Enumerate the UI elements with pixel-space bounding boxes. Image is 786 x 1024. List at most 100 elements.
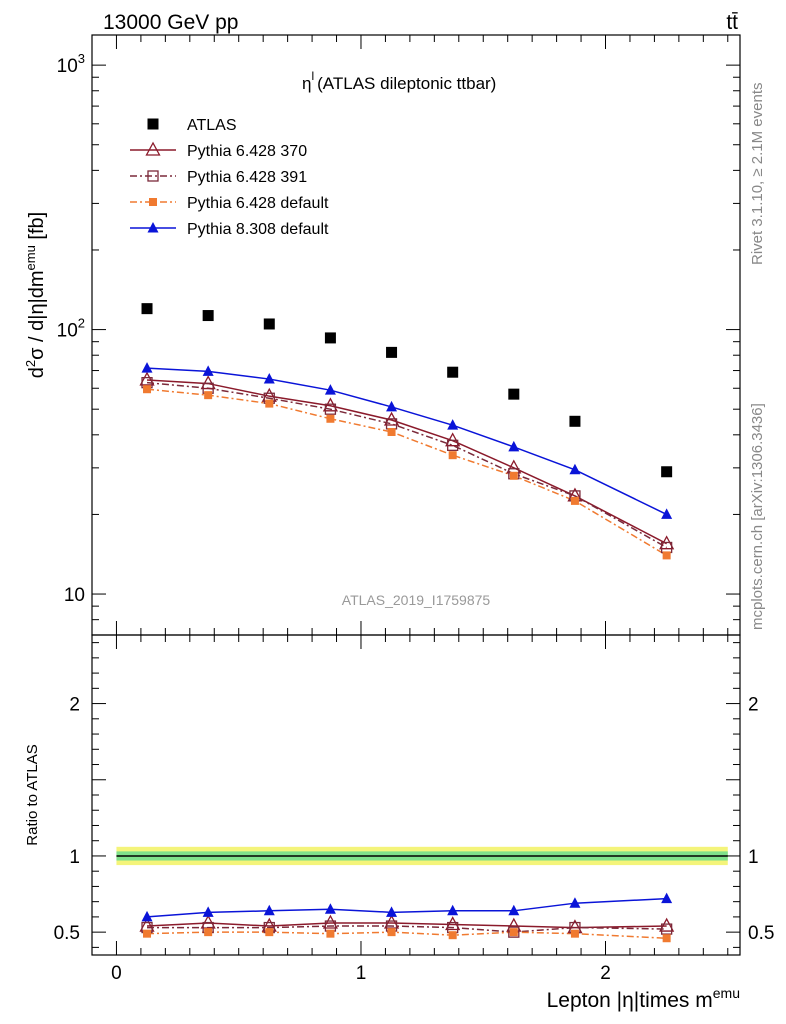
ratio-data-point — [143, 929, 152, 938]
data-point — [200, 375, 216, 390]
data-point — [447, 439, 459, 451]
ratio-data-point — [202, 906, 214, 917]
data-point — [569, 415, 581, 427]
main-title: ηl (ATLAS dileptonic ttbar) — [302, 69, 496, 93]
series-line — [146, 388, 668, 557]
ratio-y-tick-label: 2 — [69, 695, 80, 716]
main-series-lines — [146, 367, 668, 557]
ratio-y-tick-label: 1 — [69, 847, 80, 868]
series-line — [146, 381, 668, 549]
legend-label: Pythia 8.308 default — [187, 221, 329, 238]
main-y-tick-label: 103 — [57, 51, 85, 77]
data-point — [263, 373, 275, 384]
data-point — [447, 366, 459, 378]
ratio-data-point — [387, 928, 396, 937]
analysis-id-label: ATLAS_2019_I1759875 — [342, 592, 491, 608]
main-title-eta: η — [302, 74, 311, 93]
data-point — [386, 400, 398, 412]
ratio-data-point — [326, 929, 335, 938]
data-point — [570, 496, 579, 505]
ratio-data-point — [508, 926, 520, 938]
ratio-data-point — [509, 928, 518, 937]
ratio-y-tick-label: 0.5 — [54, 923, 80, 944]
ratio-data-point — [204, 928, 213, 937]
ratio-uncertainty-band — [116, 846, 728, 866]
data-point — [508, 388, 520, 400]
main-title-rest: (ATLAS dileptonic ttbar) — [317, 74, 496, 93]
legend-label: Pythia 6.428 370 — [187, 143, 307, 160]
data-point — [202, 365, 214, 376]
x-tick-label: 0 — [111, 963, 122, 984]
data-point — [661, 508, 673, 519]
ratio-series-line — [147, 931, 667, 939]
ratio-data-point — [448, 931, 457, 940]
series-line — [146, 379, 667, 545]
ratio-series-line — [147, 925, 667, 933]
ratio-y-axis-label: Ratio to ATLAS — [24, 744, 41, 845]
ratio-y-tick-label-right: 1 — [748, 847, 759, 868]
ratio-series-markers — [139, 892, 675, 943]
energy-label: 13000 GeV pp — [103, 11, 238, 34]
x-axis-label: Lepton |η|times memu — [547, 985, 740, 1012]
ratio-data-point — [141, 910, 153, 922]
ratio-data-point — [508, 904, 520, 916]
main-y-tick-label: 10 — [64, 585, 85, 606]
ratio-axis-ticks: 0.5 0.5 1 1 2 2 0 1 2 — [54, 635, 774, 984]
ratio-series-line — [146, 922, 667, 929]
ratio-data-point — [660, 923, 673, 935]
data-point — [569, 463, 581, 475]
ratio-data-point — [661, 892, 673, 904]
data-point — [448, 451, 457, 460]
ratio-y-tick-label-right: 0.5 — [748, 923, 774, 944]
ratio-data-point — [659, 917, 675, 932]
ratio-data-point — [383, 914, 400, 929]
ratio-frame — [91, 634, 741, 956]
legend-marker — [147, 170, 159, 182]
ratio-data-point — [322, 914, 339, 929]
ratio-y-tick-label-right: 2 — [748, 695, 759, 716]
ratio-data-point — [445, 916, 461, 931]
data-point — [139, 371, 155, 386]
ratio-series-line — [146, 897, 667, 918]
data-point — [202, 310, 214, 322]
ratio-data-point — [570, 929, 579, 938]
ratio-data-point — [265, 928, 274, 937]
mcplots-label: mcplots.cern.ch [arXiv:1306.3436] — [749, 403, 766, 630]
ratio-data-point — [324, 903, 336, 914]
ratio-data-point — [263, 904, 275, 916]
x-tick-label: 2 — [600, 963, 611, 984]
data-point — [263, 318, 275, 330]
data-point — [326, 414, 335, 423]
data-point — [324, 332, 336, 344]
data-point — [141, 303, 153, 315]
ratio-data-point — [569, 897, 581, 908]
data-point — [324, 403, 337, 415]
data-point — [387, 427, 396, 436]
main-y-tick-label: 102 — [57, 316, 85, 342]
legend-label: Pythia 6.428 391 — [187, 169, 307, 186]
data-point — [324, 384, 336, 395]
ratio-plot-panel: 0.5 0.5 1 1 2 2 0 1 2 Ratio to ATLAS Lepton |η|t… — [24, 634, 774, 1012]
legend-label: Pythia 6.428 default — [187, 195, 329, 212]
series-line — [146, 367, 667, 516]
legend-marker — [147, 118, 159, 130]
data-point — [509, 471, 518, 480]
process-label: tt̄ — [726, 11, 738, 34]
main-axis-ticks: 10 102 103 — [57, 35, 740, 636]
ratio-data-point — [662, 934, 671, 943]
rivet-label: Rivet 3.1.10, ≥ 2.1M events — [749, 83, 766, 266]
ratio-series-lines — [146, 897, 667, 939]
data-point — [661, 466, 673, 478]
ratio-data-point — [447, 904, 459, 916]
data-point — [265, 399, 274, 408]
main-y-axis-label: d2σ / d|η|dmemu [fb] — [23, 212, 48, 378]
legend-label: ATLAS — [187, 117, 237, 134]
legend-marker — [145, 141, 161, 156]
data-point — [143, 385, 152, 394]
data-point — [508, 440, 520, 452]
data-point — [386, 346, 398, 358]
data-point — [447, 419, 459, 430]
main-series-markers — [139, 303, 675, 560]
legend-marker — [149, 198, 157, 206]
